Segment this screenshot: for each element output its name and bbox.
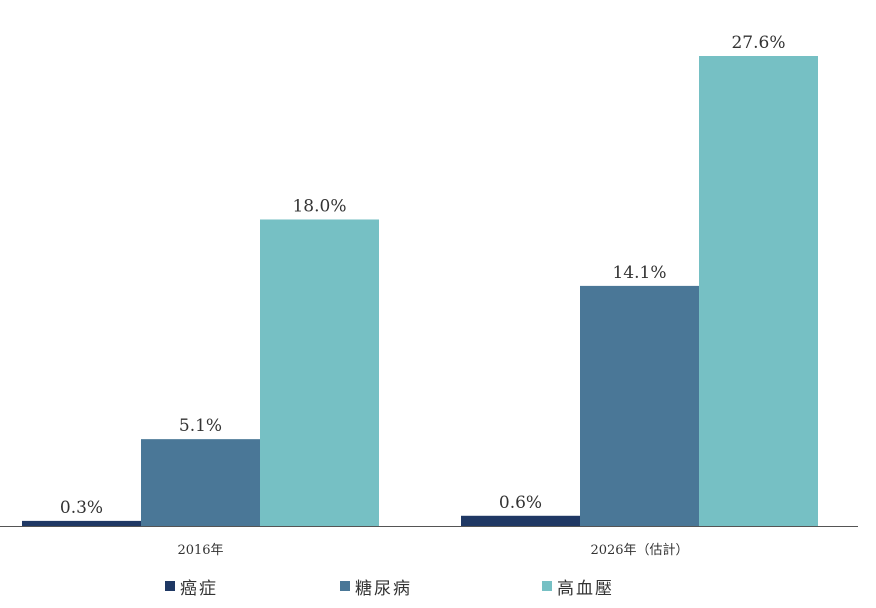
data-label-0-1: 0.6%	[499, 493, 542, 513]
bar-1-1	[580, 285, 699, 526]
data-label-2-1: 27.6%	[731, 33, 785, 53]
data-label-1-1: 14.1%	[612, 263, 666, 283]
legend-item-cancer: 癌症	[165, 572, 218, 600]
data-label-1-0: 5.1%	[179, 416, 222, 436]
legend-item-diabetes: 糖尿病	[340, 572, 412, 600]
legend-label-diabetes: 糖尿病	[355, 578, 412, 599]
bars-layer	[22, 56, 818, 526]
legend-item-hypertension: 高血壓	[542, 572, 614, 600]
data-label-2-0: 18.0%	[292, 196, 346, 216]
data-label-0-0: 0.3%	[60, 498, 103, 518]
bar-chart: 0.3% 5.1% 18.0% 0.6% 14.1% 27.6% 2016年 2026年（估…	[0, 33, 858, 558]
legend-label-cancer: 癌症	[180, 578, 218, 599]
bar-2-0	[260, 219, 379, 526]
bar-0-0	[22, 520, 141, 526]
legend: 癌症 糖尿病 高血壓	[0, 572, 876, 600]
legend-swatch-diabetes	[340, 581, 350, 591]
legend-label-hypertension: 高血壓	[557, 578, 614, 599]
category-labels-layer: 2016年 2026年（估計）	[177, 542, 688, 558]
bar-0-1	[461, 515, 580, 526]
category-label-1: 2026年（估計）	[590, 542, 688, 558]
category-label-0: 2016年	[177, 543, 223, 558]
bar-1-0	[141, 439, 260, 526]
legend-swatch-cancer	[165, 581, 175, 591]
value-labels-layer: 0.3% 5.1% 18.0% 0.6% 14.1% 27.6%	[60, 33, 786, 518]
bar-2-1	[699, 56, 818, 526]
legend-swatch-hypertension	[542, 581, 552, 591]
